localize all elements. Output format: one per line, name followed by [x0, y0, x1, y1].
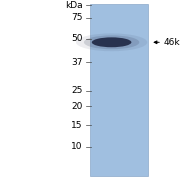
Ellipse shape: [92, 37, 131, 47]
Text: 25: 25: [71, 86, 83, 95]
Text: 15: 15: [71, 121, 83, 130]
Text: 37: 37: [71, 58, 83, 67]
Ellipse shape: [84, 35, 139, 49]
Text: 75: 75: [71, 14, 83, 22]
Text: kDa: kDa: [65, 1, 83, 10]
Text: 20: 20: [71, 102, 83, 111]
Bar: [90, 4, 148, 176]
Text: 10: 10: [71, 142, 83, 151]
Text: 50: 50: [71, 34, 83, 43]
Text: 46kDa: 46kDa: [164, 38, 180, 47]
Ellipse shape: [76, 33, 147, 51]
